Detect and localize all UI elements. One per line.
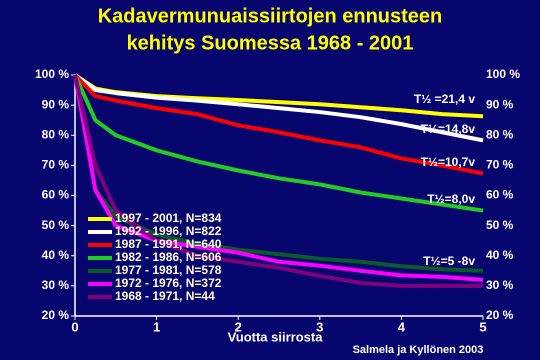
legend-label: 1968 - 1971, N=44 — [115, 289, 215, 303]
x-axis-label: Vuotta siirrosta — [228, 329, 324, 344]
legend-label: 1987 - 1991, N=640 — [115, 237, 222, 251]
y-tick-label: 90 % — [42, 97, 70, 111]
series-line — [73, 74, 483, 288]
source-note: Salmela ja Kyllönen 2003 — [353, 344, 484, 356]
y2-tick-label: 60 % — [486, 188, 514, 202]
y-tick-label: 100 % — [35, 67, 69, 81]
series-line — [73, 73, 484, 143]
x-tick-label: 1 — [153, 319, 160, 334]
y-tick-label: 70 % — [42, 158, 70, 172]
y2-tick-label: 50 % — [486, 218, 514, 232]
y2-tick-label: 40 % — [486, 248, 514, 262]
y2-tick-label: 80 % — [486, 127, 514, 141]
series-line — [73, 74, 484, 273]
y-tick-label: 20 % — [42, 308, 70, 322]
y-tick-label: 50 % — [42, 218, 70, 232]
x-tick-label: 5 — [479, 319, 486, 334]
annotation: T½=14,8v — [421, 122, 476, 136]
annotation: T½=10,7v — [421, 155, 476, 169]
y-tick-label: 40 % — [42, 248, 70, 262]
series-line — [73, 73, 484, 176]
annotation: T½=8,0v — [427, 192, 475, 206]
series-line — [73, 74, 484, 213]
legend-label: 1972 - 1976, N=372 — [115, 276, 222, 290]
y2-tick-label: 70 % — [486, 158, 514, 172]
y2-tick-label: 20 % — [486, 308, 514, 322]
x-tick-label: 4 — [398, 319, 406, 334]
series-line — [73, 74, 484, 282]
y2-tick-label: 100 % — [486, 67, 520, 81]
legend-label: 1997 - 2001, N=834 — [115, 211, 222, 225]
y-tick-label: 60 % — [42, 188, 70, 202]
annotation: T½=5 -8v — [423, 254, 475, 268]
chart-title: Kadavermunuaissiirtojen ennusteen — [98, 5, 443, 27]
chart-title: kehitys Suomessa 1968 - 2001 — [127, 32, 414, 54]
legend-label: 1977 - 1981, N=578 — [115, 263, 222, 277]
y-tick-label: 80 % — [42, 127, 70, 141]
y2-tick-label: 30 % — [486, 278, 514, 292]
y2-tick-label: 90 % — [486, 97, 514, 111]
legend-label: 1992 - 1996, N=822 — [115, 224, 222, 238]
x-tick-label: 0 — [71, 319, 78, 334]
annotation: T½ =21,4 v — [414, 92, 475, 106]
y-tick-label: 30 % — [42, 278, 70, 292]
x-tick-label: 3 — [316, 319, 323, 334]
legend-label: 1982 - 1986, N=606 — [115, 250, 222, 264]
x-tick-label: 2 — [235, 319, 242, 334]
